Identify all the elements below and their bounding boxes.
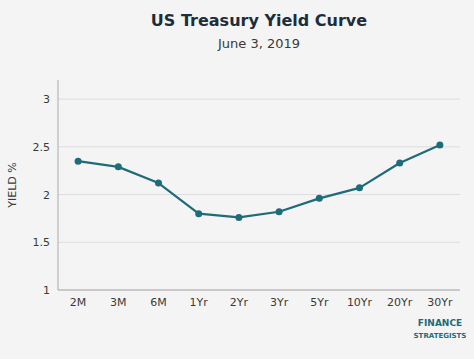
x-tick-label: 6M xyxy=(150,296,167,309)
x-tick-label: 1Yr xyxy=(190,296,209,309)
subtitle: June 3, 2019 xyxy=(217,36,300,51)
marker xyxy=(436,141,443,148)
x-axis-line xyxy=(58,290,460,291)
marker xyxy=(115,163,122,170)
y-tick-label: 3 xyxy=(43,93,50,106)
grid-line xyxy=(58,242,460,243)
marker xyxy=(396,160,403,167)
plot-area xyxy=(75,141,444,221)
x-tick-label: 5Yr xyxy=(310,296,329,309)
marker xyxy=(356,184,363,191)
chart: US Treasury Yield Curve June 3, 2019 1 1.5 2… xyxy=(0,0,474,359)
logo-text: STRATEGISTS xyxy=(414,332,467,340)
y-axis-label: YIELD % xyxy=(6,162,19,208)
y-tick-label: 2.5 xyxy=(33,141,51,154)
x-tick-label: 3Yr xyxy=(270,296,289,309)
grid-line xyxy=(58,99,460,100)
y-axis-line xyxy=(58,80,59,290)
y-tick-label: 1.5 xyxy=(33,236,51,249)
marker xyxy=(75,158,82,165)
grid-line xyxy=(58,290,460,291)
y-tick-label: 2 xyxy=(43,189,50,202)
line xyxy=(78,145,440,218)
grid-line xyxy=(58,194,460,195)
x-tick-label: 20Yr xyxy=(387,296,413,309)
marker xyxy=(316,195,323,202)
marker xyxy=(195,210,202,217)
x-tick-label: 2Yr xyxy=(230,296,249,309)
x-tick-label: 30Yr xyxy=(427,296,453,309)
marker xyxy=(235,214,242,221)
background xyxy=(0,0,474,359)
x-tick-label: 2M xyxy=(70,296,87,309)
x-tick-label: 3M xyxy=(110,296,127,309)
y-tick-label: 1 xyxy=(43,284,50,297)
title: US Treasury Yield Curve xyxy=(151,11,367,30)
marker xyxy=(276,208,283,215)
x-tick-label: 10Yr xyxy=(347,296,373,309)
logo-text: FINANCE xyxy=(418,318,462,328)
grid-line xyxy=(58,146,460,147)
marker xyxy=(155,180,162,187)
